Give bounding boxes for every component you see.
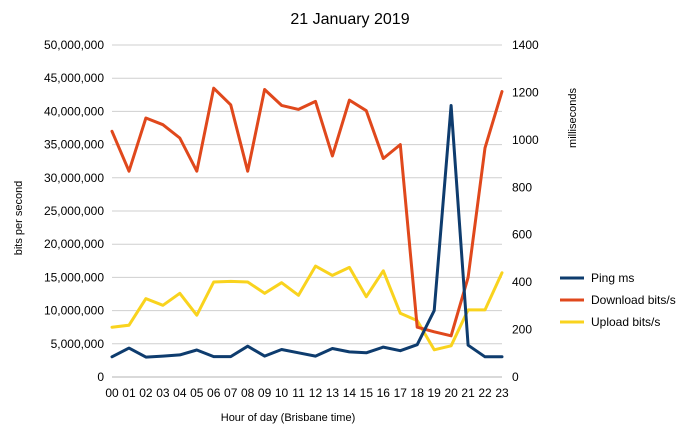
y-right-tick-label: 400 — [512, 275, 532, 289]
y-right-tick-label: 1200 — [512, 85, 539, 99]
x-tick-label: 20 — [444, 386, 458, 400]
x-tick-label: 23 — [495, 386, 509, 400]
x-tick-label: 12 — [309, 386, 323, 400]
chart-title: 21 January 2019 — [290, 11, 409, 28]
y-left-tick-label: 35,000,000 — [44, 138, 104, 152]
y-right-tick-label: 0 — [512, 370, 519, 384]
x-tick-label: 08 — [241, 386, 255, 400]
y-left-tick-label: 50,000,000 — [44, 38, 104, 52]
y-left-tick-label: 10,000,000 — [44, 304, 104, 318]
x-tick-label: 11 — [292, 386, 305, 400]
x-axis: 00 01 02 03 04 05 06 07 08 09 10 11 12 13 14 15 16 17 18 19… — [105, 386, 509, 400]
y-left-tick-label: 20,000,000 — [44, 237, 104, 251]
x-tick-label: 05 — [190, 386, 204, 400]
legend-label-upload-bits-s: Upload bits/s — [591, 315, 660, 329]
y-axis-left-label: bits per second — [13, 181, 25, 256]
y-left-tick-label: 0 — [97, 370, 104, 384]
series-line-download-bits-s — [110, 86, 504, 338]
series-line-upload-bits-s — [110, 264, 504, 352]
x-tick-label: 10 — [275, 386, 289, 400]
x-tick-label: 00 — [105, 386, 119, 400]
x-tick-label: 01 — [122, 386, 136, 400]
x-tick-label: 17 — [394, 386, 408, 400]
x-tick-label: 07 — [224, 386, 238, 400]
x-tick-label: 14 — [343, 386, 357, 400]
x-tick-label: 13 — [326, 386, 340, 400]
y-left-tick-label: 45,000,000 — [44, 71, 104, 85]
y-right-tick-label: 600 — [512, 228, 532, 242]
x-tick-label: 03 — [156, 386, 170, 400]
x-tick-label: 15 — [360, 386, 374, 400]
x-tick-label: 21 — [461, 386, 475, 400]
y-left-tick-label: 5,000,000 — [51, 337, 105, 351]
x-tick-label: 04 — [173, 386, 187, 400]
y-right-tick-label: 1000 — [512, 133, 539, 147]
y-axis-right-label: milliseconds — [567, 88, 579, 148]
y-axis-right: 0 200 400 600 800 1000 1200 1400 — [512, 38, 539, 384]
y-right-tick-label: 1400 — [512, 38, 539, 52]
y-left-tick-label: 30,000,000 — [44, 171, 104, 185]
x-tick-label: 22 — [478, 386, 492, 400]
x-tick-label: 02 — [139, 386, 153, 400]
legend-label-ping-ms: Ping ms — [591, 271, 634, 285]
x-tick-label: 16 — [377, 386, 391, 400]
y-left-tick-label: 25,000,000 — [44, 204, 104, 218]
legend-label-download-bits-s: Download bits/s — [591, 293, 676, 307]
x-tick-label: 09 — [258, 386, 272, 400]
y-right-tick-label: 800 — [512, 180, 532, 194]
x-axis-label: Hour of day (Brisbane time) — [221, 412, 356, 424]
y-left-tick-label: 15,000,000 — [44, 270, 104, 284]
y-right-tick-label: 200 — [512, 323, 532, 337]
legend: Ping ms Download bits/s Upload bits/s — [560, 271, 676, 329]
x-tick-label: 19 — [427, 386, 441, 400]
y-axis-left: 0 5,000,000 10,000,000 15,000,000 20,000,000… — [44, 38, 104, 384]
y-left-tick-label: 40,000,000 — [44, 104, 104, 118]
series-line-ping-ms — [110, 104, 504, 359]
x-tick-label: 06 — [207, 386, 221, 400]
gridlines — [112, 44, 502, 378]
x-tick-label: 18 — [411, 386, 425, 400]
series-lines — [110, 86, 504, 359]
